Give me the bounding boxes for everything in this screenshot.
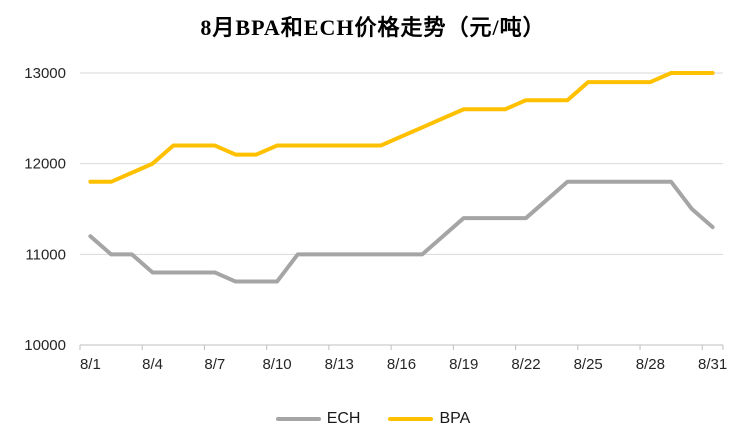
y-axis-label-13000: 13000 [24, 65, 66, 82]
legend-item-ech: ECH [275, 410, 361, 428]
x-axis-label-8-22: 8/22 [511, 356, 540, 373]
x-axis-label-8-13: 8/13 [325, 356, 354, 373]
y-axis-label-12000: 12000 [24, 156, 66, 173]
x-axis-label-8-25: 8/25 [574, 356, 603, 373]
x-axis-label-8-19: 8/19 [449, 356, 478, 373]
x-axis-label-8-10: 8/10 [262, 356, 291, 373]
legend-label-bpa: BPA [439, 410, 471, 427]
x-axis-label-8-28: 8/28 [636, 356, 665, 373]
x-axis-label-8-31: 8/31 [698, 356, 727, 373]
legend-item-bpa: BPA [388, 410, 470, 428]
bpa-line-swatch [388, 417, 434, 421]
y-axis-label-10000: 10000 [24, 337, 66, 354]
x-axis-label-8-1: 8/1 [80, 356, 101, 373]
chart-title: 8月BPA和ECH价格走势（元/吨） [200, 15, 546, 40]
x-axis-label-8-16: 8/16 [387, 356, 416, 373]
x-axis-label-8-7: 8/7 [204, 356, 225, 373]
y-axis-label-11000: 11000 [25, 246, 66, 263]
ech-line-swatch [275, 417, 321, 421]
bpa-line [88, 71, 715, 184]
x-axis-label-8-4: 8/4 [142, 356, 163, 373]
legend: ECH BPA [0, 410, 746, 428]
ech-line [88, 179, 715, 284]
legend-label-ech: ECH [326, 410, 361, 427]
